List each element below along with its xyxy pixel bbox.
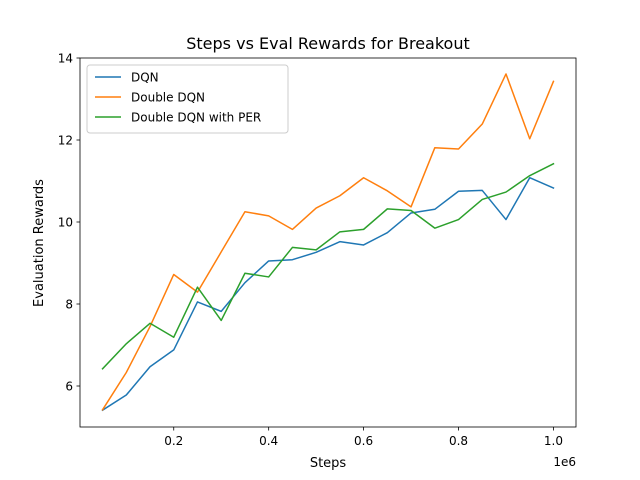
x-tick-label: 0.8 [449, 434, 468, 448]
chart-title: Steps vs Eval Rewards for Breakout [186, 34, 470, 53]
y-axis-label: Evaluation Rewards [32, 179, 47, 307]
x-tick-label: 0.2 [164, 434, 183, 448]
legend-label: Double DQN [131, 91, 205, 105]
x-axis-ticks: 0.2 0.4 0.6 0.8 1.0 [164, 427, 563, 448]
x-axis-label: Steps [310, 456, 347, 471]
x-axis-offset-label: 1e6 [553, 455, 576, 469]
legend-box [86, 64, 289, 134]
legend-label: DQN [131, 71, 159, 85]
legend-label: Double DQN with PER [131, 111, 261, 125]
x-tick-label: 1.0 [544, 434, 563, 448]
y-axis-ticks: 6 8 10 12 14 [58, 52, 80, 394]
legend: DQN Double DQN Double DQN with PER [86, 64, 289, 134]
series-line-2 [101, 73, 555, 411]
y-tick-label: 12 [58, 134, 73, 148]
legend-items: DQN Double DQN Double DQN with PER [95, 71, 261, 125]
series-line-1 [101, 176, 555, 412]
y-tick-label: 8 [65, 298, 73, 312]
series-line-3 [101, 162, 555, 370]
series-layer [101, 73, 555, 412]
y-tick-label: 10 [58, 216, 73, 230]
x-tick-label: 0.6 [354, 434, 373, 448]
x-tick-label: 0.4 [259, 434, 278, 448]
plot-frame [79, 57, 577, 428]
y-tick-label: 6 [65, 380, 73, 394]
y-tick-label: 14 [58, 52, 73, 66]
